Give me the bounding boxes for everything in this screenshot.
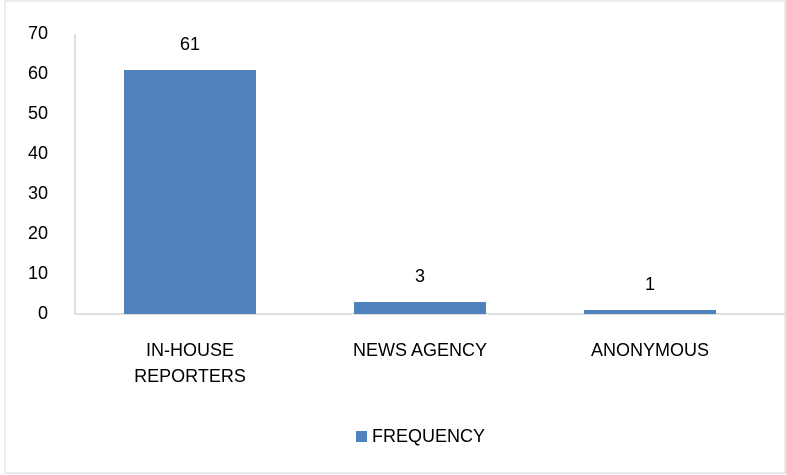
data-label: 1 [645,274,655,294]
chart: 0 10 20 30 40 50 60 70 61 3 1 FREQUENCY [0,0,786,475]
y-tick-label: 50 [28,103,48,123]
chart-frame [5,1,785,473]
x-tick-label: IN-HOUSE REPORTERS [125,337,255,389]
data-label: 61 [180,34,200,54]
legend-label: FREQUENCY [372,426,485,446]
y-tick-label: 20 [28,223,48,243]
y-tick-label: 0 [38,303,48,323]
bar [584,310,716,314]
x-tick-label: NEWS AGENCY [320,337,520,363]
data-label: 3 [415,266,425,286]
bar [354,302,486,314]
y-tick-label: 40 [28,143,48,163]
y-tick-label: 70 [28,23,48,43]
chart-container: 0 10 20 30 40 50 60 70 61 3 1 FREQUENCY IN-HOUSE RE… [0,0,786,475]
y-tick-label: 30 [28,183,48,203]
legend-swatch [356,431,367,442]
y-tick-label: 60 [28,63,48,83]
bar [124,70,256,314]
y-tick-label: 10 [28,263,48,283]
x-tick-label: ANONYMOUS [550,337,750,363]
